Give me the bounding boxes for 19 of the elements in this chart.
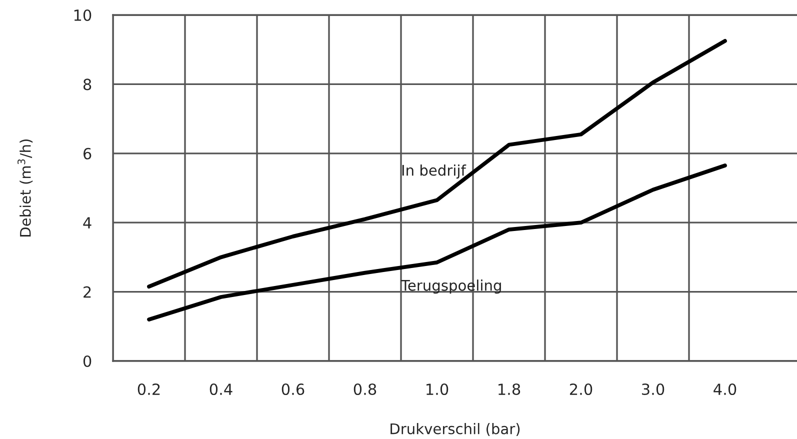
x-tick-label: 0.8 (354, 383, 376, 396)
series-label: In bedrijf (402, 164, 466, 179)
y-tick-label: 2 (84, 286, 91, 298)
x-tick-label: 2.0 (570, 383, 592, 396)
y-tick-label: 0 (83, 355, 92, 368)
x-tick-label: 4.0 (714, 383, 736, 396)
y-tick-label: 4 (83, 217, 92, 228)
x-axis-title: Drukverschil (bar) (390, 423, 520, 436)
y-tick-label: 6 (84, 148, 92, 160)
y-tick-label: 8 (83, 78, 92, 90)
x-tick-label: 0.2 (138, 383, 160, 396)
line-series (147, 164, 727, 322)
x-tick-label: 0.4 (210, 383, 232, 396)
x-tick-label: 1.8 (498, 383, 520, 396)
y-axis-title: Debiet (m$^{3}$/h) (18, 140, 33, 236)
y-tick-label: 10 (74, 9, 92, 22)
x-tick-label: 1.0 (426, 383, 448, 396)
x-tick-label: 0.6 (282, 383, 304, 396)
x-tick-label: 3.0 (642, 383, 664, 396)
